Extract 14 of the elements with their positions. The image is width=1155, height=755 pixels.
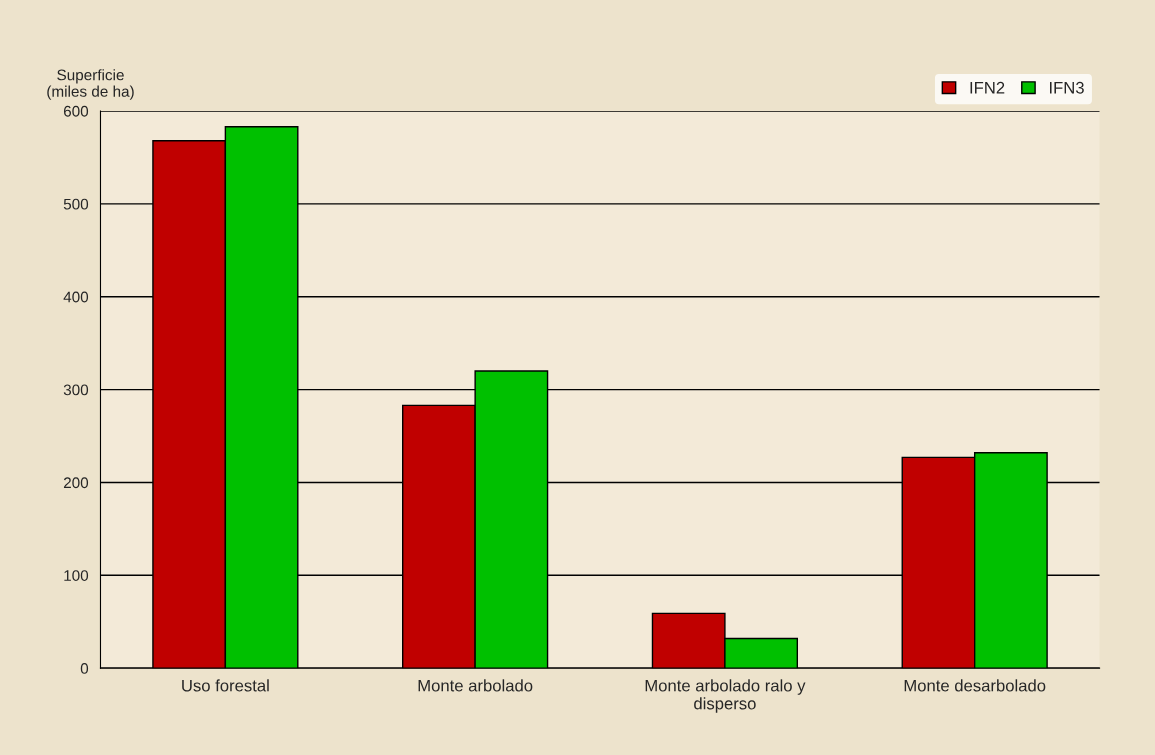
x-tick-label: Monte arbolado [418, 679, 533, 692]
legend-label: IFN3 [1049, 81, 1084, 94]
legend-label: IFN2 [970, 81, 1005, 94]
y-tick-label: 600 [63, 105, 89, 117]
x-tick-label: Monte desarbolado [904, 679, 1046, 692]
y-tick-label: 100 [64, 570, 89, 581]
y-axis-title: Superficie (miles de ha) [47, 69, 134, 100]
y-tick-label: 0 [80, 663, 89, 674]
x-tick-label: Uso forestal [182, 679, 269, 692]
y-tick-label: 200 [63, 477, 89, 489]
y-tick-label: 400 [63, 291, 89, 303]
y-tick-label: 300 [63, 384, 89, 396]
x-tick-label: Monte arbolado ralo y disperso [645, 679, 806, 713]
y-tick-label: 500 [63, 198, 89, 210]
